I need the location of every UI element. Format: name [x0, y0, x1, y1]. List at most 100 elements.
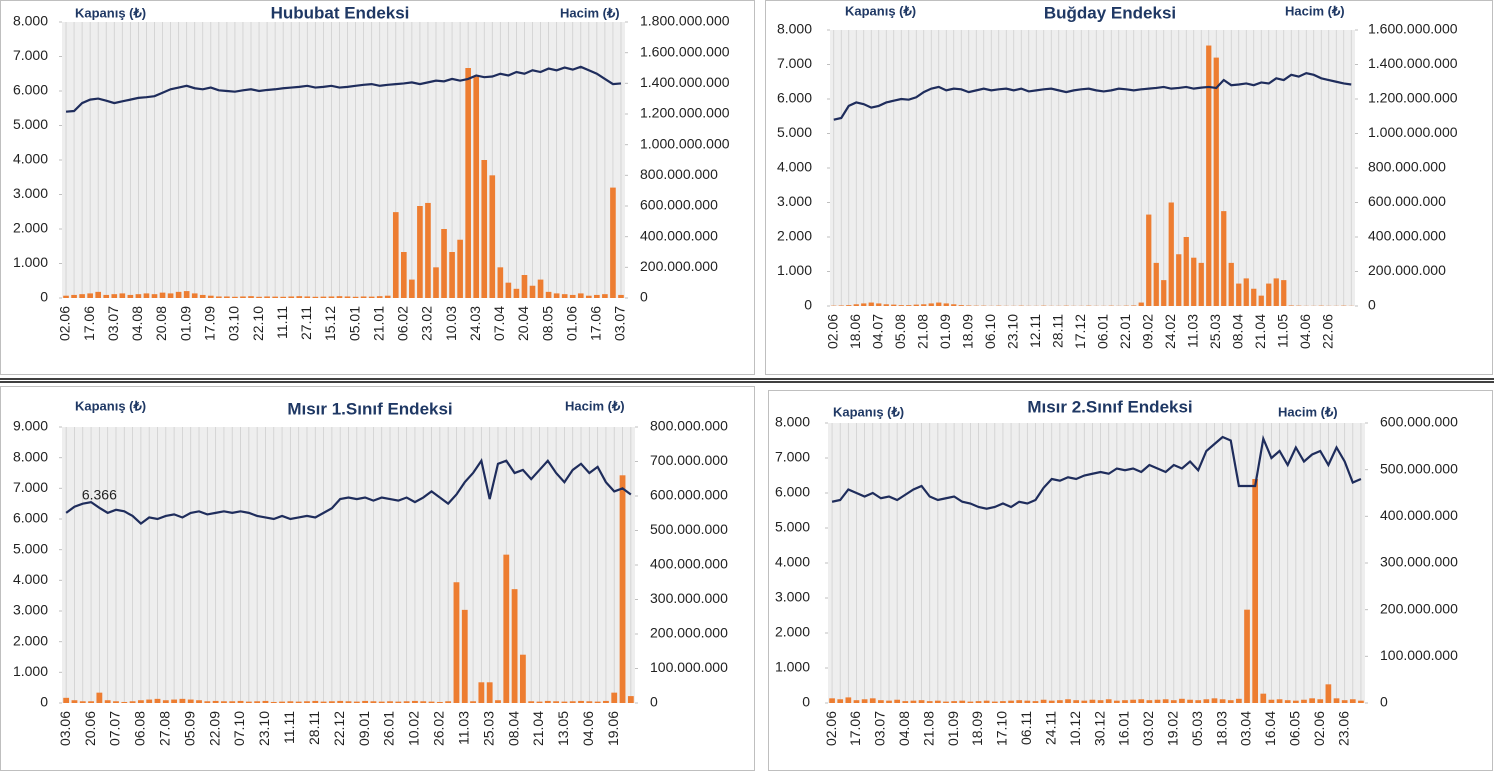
bar — [1229, 263, 1234, 306]
bar — [1212, 698, 1218, 703]
bar — [1073, 700, 1079, 703]
y2-tick-label: 100.000.000 — [650, 659, 728, 675]
y-axis-title: Kapanış (₺) — [845, 3, 916, 18]
y2-tick-label: 400.000.000 — [1380, 507, 1458, 523]
bar — [1041, 700, 1047, 703]
x-tick-label: 03.02 — [1140, 711, 1156, 746]
chart-title: Buğday Endeksi — [1044, 3, 1176, 22]
x-tick-label: 11.03 — [455, 711, 471, 745]
bar — [128, 295, 134, 298]
x-tick-label: 07.07 — [107, 711, 123, 746]
y-tick-label: 6.000 — [775, 484, 810, 500]
x-tick-label: 19.06 — [605, 711, 621, 746]
bar — [441, 229, 447, 298]
bar — [503, 555, 509, 703]
bar — [337, 296, 343, 298]
bar — [1228, 700, 1234, 703]
x-tick-label: 16.04 — [1262, 711, 1278, 746]
bar — [611, 693, 617, 703]
x-tick-label: 28.11 — [306, 711, 322, 745]
bar — [377, 296, 383, 298]
bar — [184, 291, 190, 298]
x-tick-label: 22.06 — [1319, 314, 1335, 349]
y2-axis-title: Hacim (₺) — [1285, 3, 1345, 18]
x-tick-label: 01.09 — [945, 711, 961, 746]
y2-tick-label: 1.600.000.000 — [640, 43, 730, 59]
bar — [1065, 699, 1071, 703]
x-tick-label: 09.02 — [1139, 314, 1155, 349]
bar — [1106, 699, 1112, 703]
bar — [103, 295, 109, 298]
bar — [445, 701, 451, 703]
bar — [304, 296, 310, 298]
bar — [966, 305, 971, 306]
bar — [329, 701, 335, 703]
bar — [79, 294, 85, 298]
bar — [105, 700, 111, 703]
bar — [1000, 701, 1006, 703]
y2-tick-label: 1.600.000.000 — [1368, 21, 1458, 37]
chart-title: Hububat Endeksi — [271, 3, 410, 22]
x-tick-label: 18.03 — [1213, 711, 1229, 746]
bar — [1049, 701, 1055, 703]
bar — [420, 701, 426, 703]
y2-tick-label: 300.000.000 — [650, 590, 728, 606]
x-tick-label: 01.06 — [563, 306, 579, 341]
x-tick-label: 06.05 — [1287, 711, 1303, 746]
y2-tick-label: 800.000.000 — [1368, 159, 1446, 175]
bar — [176, 292, 182, 298]
y-tick-label: 0 — [40, 289, 48, 305]
y2-tick-label: 800.000.000 — [650, 418, 728, 434]
bar — [837, 699, 843, 703]
bar — [620, 475, 626, 703]
x-tick-label: 03.07 — [872, 711, 888, 746]
x-tick-label: 04.07 — [869, 314, 885, 349]
bar — [88, 701, 94, 703]
y-tick-label: 0 — [802, 694, 810, 710]
y2-tick-label: 1.400.000.000 — [1368, 55, 1458, 71]
x-tick-label: 18.06 — [847, 314, 863, 349]
y2-tick-label: 1.200.000.000 — [1368, 90, 1458, 106]
bar — [944, 303, 949, 306]
x-tick-label: 17.12 — [1072, 314, 1088, 349]
y2-tick-label: 300.000.000 — [1380, 554, 1458, 570]
x-tick-label: 02.06 — [57, 306, 73, 341]
bar — [1122, 700, 1128, 703]
y2-tick-label: 400.000.000 — [640, 227, 718, 243]
bar — [353, 297, 359, 298]
bar — [602, 294, 608, 298]
bar — [884, 304, 889, 306]
y2-tick-label: 200.000.000 — [1380, 600, 1458, 616]
bar — [1358, 701, 1364, 703]
bar — [562, 702, 568, 703]
bar — [155, 699, 161, 703]
bar — [1317, 699, 1323, 703]
y-tick-label: 7.000 — [13, 47, 48, 63]
bar — [1179, 699, 1185, 703]
x-tick-label: 11.11 — [281, 711, 297, 744]
y-tick-label: 2.000 — [13, 632, 48, 648]
bar — [1090, 700, 1096, 703]
bar — [899, 305, 904, 306]
bar — [1161, 280, 1166, 306]
bar — [1138, 699, 1144, 703]
y-tick-label: 5.000 — [775, 519, 810, 535]
bar — [618, 295, 624, 298]
y2-tick-label: 600.000.000 — [650, 487, 728, 503]
x-tick-label: 30.12 — [1091, 711, 1107, 746]
y-tick-label: 6.000 — [13, 510, 48, 526]
x-tick-label: 07.04 — [491, 306, 507, 341]
bar — [1147, 700, 1153, 703]
bar — [113, 701, 119, 703]
bar — [1154, 263, 1159, 306]
bar — [919, 700, 925, 703]
bar — [395, 702, 401, 703]
x-tick-label: 23.10 — [256, 711, 272, 746]
bar — [1187, 700, 1193, 703]
x-tick-label: 10.12 — [1067, 711, 1083, 746]
bar — [136, 294, 142, 298]
bar — [240, 296, 246, 298]
bar — [280, 297, 286, 298]
bar — [562, 294, 568, 298]
bar — [951, 701, 957, 703]
